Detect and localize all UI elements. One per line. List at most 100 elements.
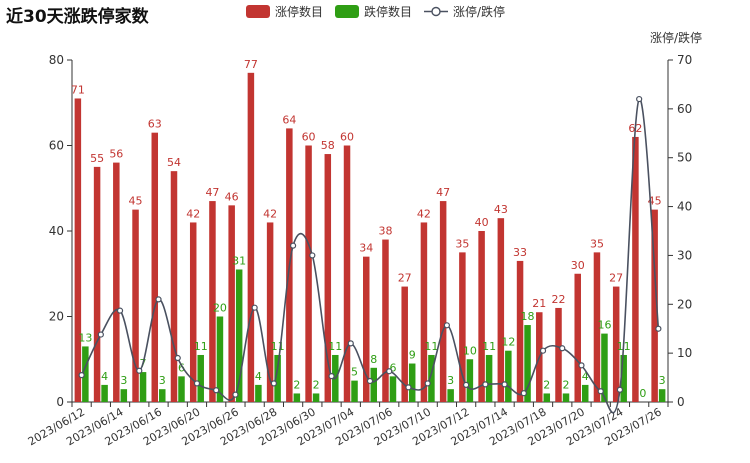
bar-limit-up (343, 145, 351, 402)
bar-limit-down (351, 380, 358, 402)
bar-limit-up-label: 64 (282, 113, 296, 126)
ratio-point (174, 354, 181, 362)
bar-limit-down (197, 354, 204, 402)
ratio-point (655, 325, 662, 332)
bar-limit-up-label: 54 (167, 156, 181, 169)
legend-label: 跌停数目 (364, 4, 412, 19)
bar-limit-up (401, 286, 408, 402)
legend-swatch (335, 5, 359, 18)
bar-limit-down (524, 325, 531, 402)
bar-limit-down (447, 389, 454, 402)
bar-limit-down (543, 393, 551, 402)
ratio-point (463, 381, 470, 388)
bar-limit-down (601, 333, 608, 402)
bar-limit-up-label: 63 (148, 118, 162, 131)
bar-limit-up (74, 98, 82, 402)
bar-limit-up-label: 30 (571, 259, 585, 272)
bar-limit-up-label: 40 (475, 216, 489, 229)
y-axis-left-tick-label: 20 (49, 310, 64, 324)
ratio-point (347, 340, 354, 347)
bar-limit-down (562, 393, 570, 402)
bar-limit-down-label: 13 (78, 331, 92, 344)
y-axis-left-tick-label: 80 (49, 53, 64, 67)
bar-limit-down (82, 346, 89, 402)
bar-limit-down (178, 376, 185, 402)
ratio-point (482, 381, 489, 388)
ratio-point (443, 322, 451, 329)
ratio-point (232, 391, 239, 398)
y-axis-right-tick-label: 20 (677, 297, 692, 311)
bar-limit-up (93, 166, 101, 402)
bar-limit-up-label: 77 (244, 58, 258, 71)
ratio-point (405, 384, 412, 391)
ratio-point (116, 307, 124, 314)
bar-limit-up (593, 252, 601, 402)
bar-limit-up (382, 239, 389, 402)
bar-limit-down-label: 6 (389, 361, 396, 374)
bar-limit-up-label: 33 (513, 246, 527, 259)
bar-limit-up (228, 205, 235, 402)
bar-limit-down (428, 354, 435, 402)
bar-limit-up (151, 132, 159, 403)
bar-limit-down-label: 11 (482, 340, 496, 353)
ratio-point (539, 347, 547, 354)
bar-limit-down (408, 363, 416, 402)
bar-limit-down-label: 20 (213, 302, 227, 315)
bar-limit-up-label: 46 (225, 190, 239, 203)
legend-swatch-marker (431, 6, 441, 17)
ratio-point (78, 372, 85, 379)
bar-limit-up (555, 307, 562, 402)
bar-limit-up-label: 45 (129, 195, 143, 208)
bar-limit-down (466, 359, 474, 402)
bar-limit-down-label: 11 (194, 340, 208, 353)
bar-limit-down-label: 11 (424, 340, 438, 353)
y-axis-right-tick-label: 30 (677, 248, 692, 262)
bar-limit-down-label: 10 (463, 344, 477, 357)
y-axis-left-tick-label: 0 (56, 395, 64, 409)
ratio-point (366, 377, 374, 385)
bar-limit-up (516, 260, 524, 402)
bar-limit-down-label: 3 (447, 374, 454, 387)
ratio-point (386, 368, 393, 375)
bar-limit-up (324, 154, 332, 402)
bar-limit-up-label: 60 (302, 131, 316, 144)
bar-limit-down-label: 18 (521, 310, 535, 323)
bar-limit-down (312, 393, 320, 402)
bar-limit-up-label: 56 (109, 148, 123, 161)
bar-limit-down-label: 4 (582, 370, 589, 383)
bar-limit-up (612, 286, 620, 402)
ratio-point (193, 380, 201, 387)
legend-label: 涨停/跌停 (453, 4, 505, 19)
bar-limit-down (485, 354, 493, 402)
bar-limit-up (170, 171, 178, 402)
bar-limit-down (620, 354, 627, 402)
bar-limit-down (159, 389, 166, 402)
y-axis-right-tick-label: 50 (677, 151, 692, 165)
bar-limit-up-label: 55 (90, 152, 104, 165)
bar-limit-up-label: 71 (71, 83, 85, 96)
bar-limit-up (439, 201, 447, 402)
bar-limit-down-label: 2 (543, 378, 550, 391)
ratio-line (80, 98, 660, 414)
bar-limit-up-label: 38 (378, 225, 392, 238)
bar-limit-down-label: 2 (313, 378, 320, 391)
bar-limit-up-label: 42 (186, 207, 200, 220)
bar-limit-down-label: 6 (178, 361, 185, 374)
bar-limit-down (139, 372, 147, 402)
bar-limit-down (216, 316, 224, 402)
bar-limit-down (255, 384, 262, 402)
bar-limit-down (389, 376, 397, 402)
y-axis-right-tick-label: 10 (677, 346, 692, 360)
bar-limit-down-label: 8 (370, 353, 377, 366)
y-axis-left-tick-label: 40 (49, 224, 64, 238)
chart-title: 近30天涨跌停家数 (6, 7, 149, 27)
bar-limit-up-label: 60 (340, 131, 354, 144)
bar-limit-up (305, 145, 312, 402)
bar-limit-up (266, 222, 274, 402)
ratio-point (520, 390, 527, 397)
ratio-point (251, 304, 258, 311)
y-axis-right-tick-label: 70 (677, 53, 692, 67)
ratio-point (501, 381, 508, 388)
bar-limit-down (293, 393, 301, 402)
